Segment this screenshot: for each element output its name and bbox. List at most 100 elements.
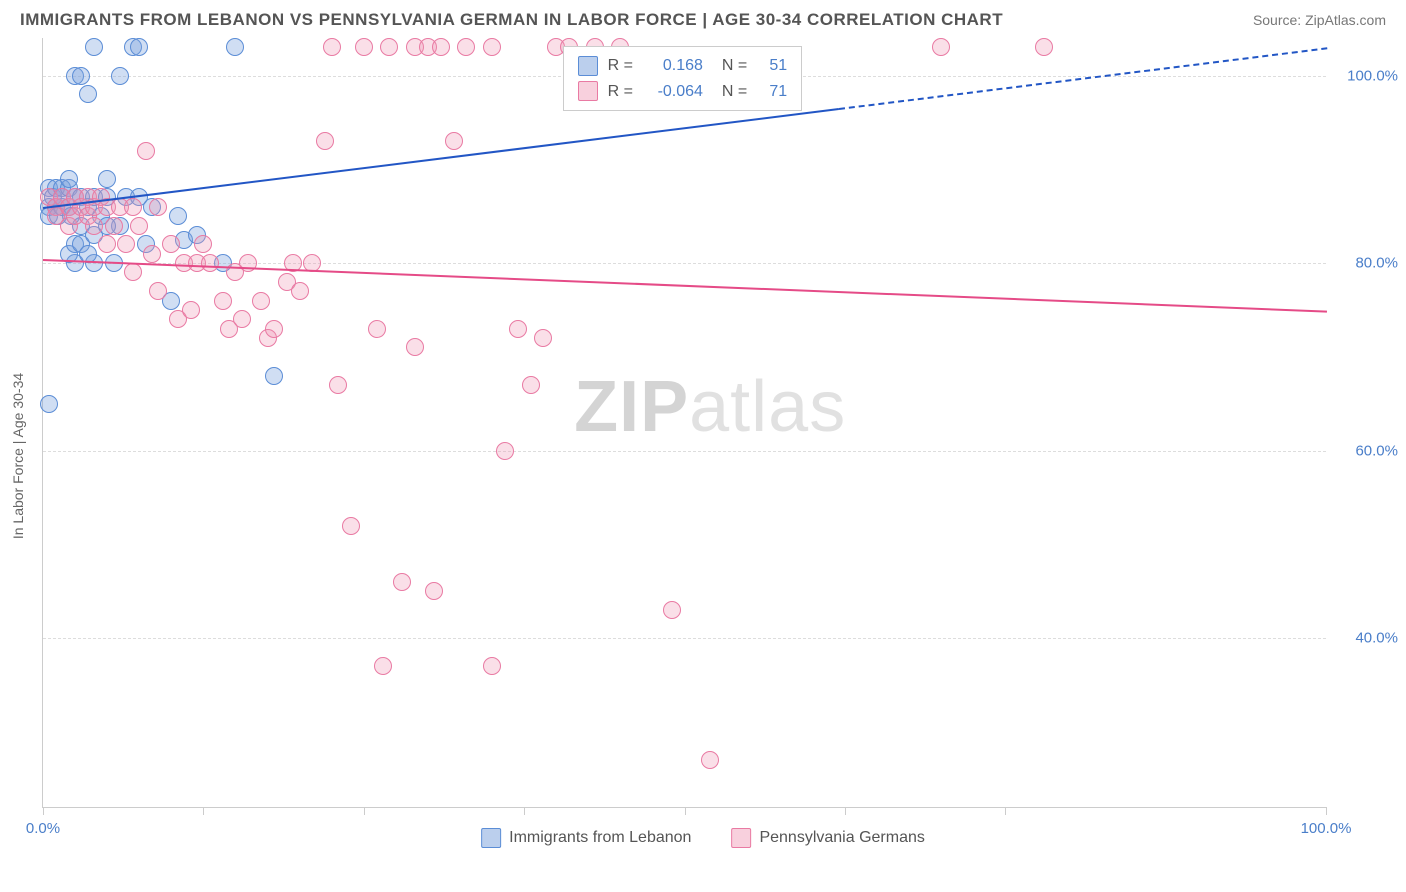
data-point	[226, 38, 244, 56]
data-point	[291, 282, 309, 300]
data-point	[117, 235, 135, 253]
data-point	[380, 38, 398, 56]
x-tick	[845, 807, 846, 815]
y-tick-label: 40.0%	[1338, 630, 1398, 647]
data-point	[98, 235, 116, 253]
x-tick	[685, 807, 686, 815]
data-point	[663, 601, 681, 619]
data-point	[137, 142, 155, 160]
r-value: -0.064	[643, 79, 703, 105]
chart-source: Source: ZipAtlas.com	[1253, 12, 1386, 28]
data-point	[111, 67, 129, 85]
n-value: 51	[757, 53, 787, 79]
data-point	[534, 329, 552, 347]
x-tick	[364, 807, 365, 815]
data-point	[149, 282, 167, 300]
n-label: N =	[713, 53, 747, 79]
data-point	[374, 657, 392, 675]
legend-item: Pennsylvania Germans	[731, 828, 924, 848]
data-point	[432, 38, 450, 56]
n-label: N =	[713, 79, 747, 105]
legend-item: Immigrants from Lebanon	[481, 828, 691, 848]
chart-container: In Labor Force | Age 30-34 ZIPatlas 40.0…	[0, 38, 1406, 858]
gridline	[43, 638, 1326, 639]
trend-line	[43, 259, 1327, 313]
correlation-row: R = -0.064 N = 71	[578, 79, 788, 105]
y-axis-label: In Labor Force | Age 30-34	[10, 373, 26, 539]
x-tick	[43, 807, 44, 815]
legend-swatch	[578, 56, 598, 76]
x-tick-label: 100.0%	[1301, 820, 1352, 837]
trend-line	[43, 108, 839, 209]
correlation-row: R = 0.168 N = 51	[578, 53, 788, 79]
y-tick-label: 60.0%	[1338, 442, 1398, 459]
y-tick-label: 100.0%	[1338, 67, 1398, 84]
legend-swatch	[578, 81, 598, 101]
data-point	[162, 235, 180, 253]
bottom-legend: Immigrants from Lebanon Pennsylvania Germ…	[481, 828, 925, 848]
x-tick	[1005, 807, 1006, 815]
data-point	[509, 320, 527, 338]
data-point	[522, 376, 540, 394]
data-point	[445, 132, 463, 150]
data-point	[85, 38, 103, 56]
data-point	[182, 301, 200, 319]
data-point	[105, 217, 123, 235]
x-tick	[524, 807, 525, 815]
data-point	[342, 517, 360, 535]
legend-label: Pennsylvania Germans	[759, 829, 924, 847]
data-point	[252, 292, 270, 310]
data-point	[1035, 38, 1053, 56]
r-value: 0.168	[643, 53, 703, 79]
data-point	[233, 310, 251, 328]
data-point	[323, 38, 341, 56]
legend-label: Immigrants from Lebanon	[509, 829, 691, 847]
data-point	[98, 170, 116, 188]
data-point	[169, 207, 187, 225]
data-point	[124, 263, 142, 281]
data-point	[265, 320, 283, 338]
plot-area: ZIPatlas 40.0%60.0%80.0%100.0%0.0%100.0%…	[42, 38, 1326, 808]
data-point	[457, 38, 475, 56]
x-tick	[1326, 807, 1327, 815]
data-point	[329, 376, 347, 394]
data-point	[932, 38, 950, 56]
data-point	[130, 38, 148, 56]
data-point	[368, 320, 386, 338]
data-point	[85, 217, 103, 235]
data-point	[483, 657, 501, 675]
data-point	[149, 198, 167, 216]
watermark: ZIPatlas	[574, 366, 846, 448]
y-tick-label: 80.0%	[1338, 255, 1398, 272]
r-label: R =	[608, 53, 633, 79]
legend-swatch	[481, 828, 501, 848]
data-point	[483, 38, 501, 56]
gridline	[43, 451, 1326, 452]
data-point	[60, 170, 78, 188]
data-point	[496, 442, 514, 460]
n-value: 71	[757, 79, 787, 105]
data-point	[124, 198, 142, 216]
data-point	[143, 245, 161, 263]
chart-title: IMMIGRANTS FROM LEBANON VS PENNSYLVANIA …	[20, 10, 1003, 30]
data-point	[265, 367, 283, 385]
trend-line	[839, 47, 1327, 110]
correlation-box: R = 0.168 N = 51 R = -0.064 N = 71	[563, 46, 803, 111]
data-point	[425, 582, 443, 600]
data-point	[72, 67, 90, 85]
x-tick	[203, 807, 204, 815]
data-point	[316, 132, 334, 150]
data-point	[701, 751, 719, 769]
data-point	[355, 38, 373, 56]
data-point	[393, 573, 411, 591]
r-label: R =	[608, 79, 633, 105]
legend-swatch	[731, 828, 751, 848]
data-point	[214, 292, 232, 310]
data-point	[201, 254, 219, 272]
data-point	[40, 395, 58, 413]
x-tick-label: 0.0%	[26, 820, 60, 837]
data-point	[406, 338, 424, 356]
data-point	[194, 235, 212, 253]
data-point	[130, 217, 148, 235]
data-point	[79, 85, 97, 103]
